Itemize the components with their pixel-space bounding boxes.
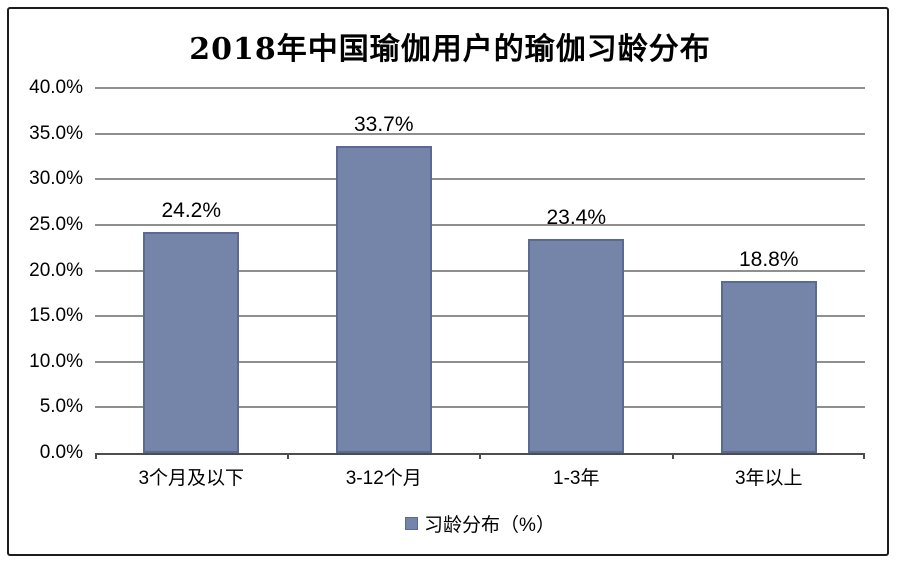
bar	[335, 145, 432, 453]
x-tick-label: 3-12个月	[345, 468, 422, 489]
x-axis-tick	[671, 453, 674, 459]
y-axis-labels: 0.0% 5.0% 10.0% 15.0% 20.0% 25.0% 30.0% 35.0% 40…	[0, 77, 83, 463]
y-tick-label: 25.0%	[29, 213, 83, 235]
gridline	[95, 360, 865, 363]
y-tick-label: 0.0%	[39, 442, 83, 463]
y-tick-label: 20.0%	[29, 259, 83, 281]
bar-slot: 23.4%	[480, 88, 673, 453]
bar	[720, 281, 817, 453]
y-tick-label: 10.0%	[29, 350, 83, 372]
gridline	[95, 315, 865, 318]
bar-slot: 33.7%	[288, 88, 481, 453]
x-axis-tick	[286, 453, 289, 459]
x-axis-tick	[863, 453, 865, 459]
gridline	[95, 406, 865, 409]
legend-swatch-icon	[405, 517, 419, 530]
gridline	[95, 223, 865, 226]
bar	[143, 232, 240, 453]
x-axis-tick	[479, 453, 481, 459]
x-tick-label: 1-3年	[553, 468, 600, 489]
y-tick-label: 15.0%	[29, 305, 83, 327]
bar-value-label: 24.2%	[161, 199, 222, 223]
bar-slot: 18.8%	[673, 88, 866, 453]
gridline	[95, 178, 865, 181]
bar-value-label: 33.7%	[353, 112, 414, 136]
x-tick-label: 3年以上	[734, 468, 803, 489]
x-axis-tick	[95, 453, 97, 459]
legend-label: 习龄分布（%）	[424, 515, 555, 536]
bar	[528, 239, 625, 453]
y-tick-label: 35.0%	[29, 122, 83, 144]
bar-value-label: 18.8%	[738, 248, 799, 272]
chart-title: 2018年中国瑜伽用户的瑜伽习龄分布	[189, 32, 711, 67]
legend: 习龄分布（%）	[95, 510, 865, 537]
y-tick-label: 40.0%	[29, 77, 83, 98]
gridline	[95, 87, 865, 89]
y-tick-label: 30.0%	[29, 168, 83, 190]
plot-area: 24.2% 33.7% 23.4% 18.8%	[95, 87, 866, 459]
x-axis-labels: 3个月及以下 3-12个月 1-3年 3年以上	[95, 463, 865, 490]
gridline	[95, 269, 865, 272]
bar-slot: 24.2%	[95, 88, 288, 453]
bar-value-label: 23.4%	[546, 206, 607, 230]
x-tick-label: 3个月及以下	[138, 468, 245, 489]
gridline	[95, 132, 865, 135]
y-tick-label: 5.0%	[39, 396, 83, 418]
